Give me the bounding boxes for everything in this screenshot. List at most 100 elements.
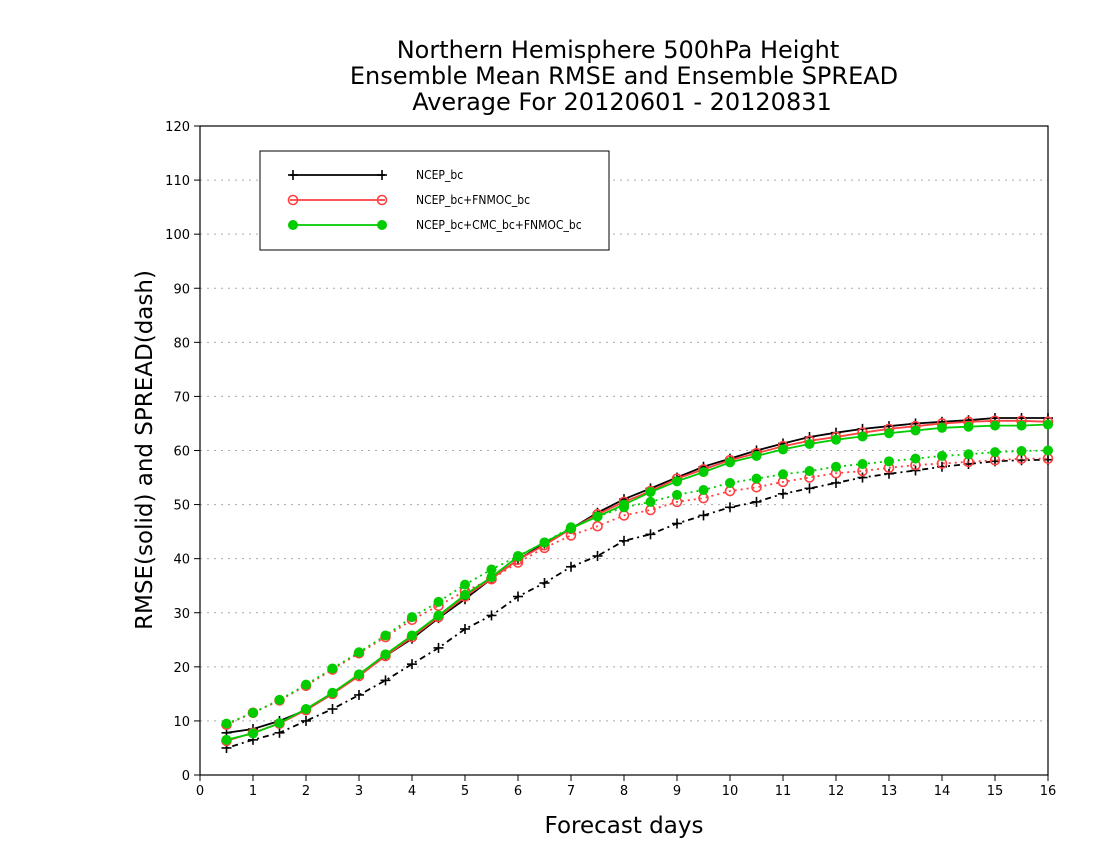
series-0-spread-point-6	[380, 675, 391, 686]
series-2-rmse-point-2	[274, 718, 285, 729]
series-2-rmse-point-10	[486, 572, 497, 583]
series-0-spread-point-21	[778, 488, 788, 499]
series-2-spread-point-26	[910, 453, 921, 464]
series-2-spread-point-25	[884, 456, 894, 467]
series-2-spread-point-30	[1016, 446, 1027, 457]
legend-marker-end-1	[376, 194, 388, 206]
series-0-spread-point-5	[354, 689, 364, 700]
x-tick-label-3: 3	[355, 784, 363, 799]
series-2-spread-point-8	[433, 596, 444, 607]
series-2-spread-point-1	[248, 707, 258, 718]
series-0-spread-point-14	[592, 550, 603, 561]
series-2-rmse-point-19	[725, 457, 735, 468]
legend-label-1: NCEP_bc+FNMOC_bc	[416, 193, 530, 207]
series-2-spread-point-17	[672, 489, 682, 500]
series-2-rmse-point-1	[248, 728, 258, 739]
legend: NCEP_bc NCEP_bc+FNMOC_bc NCEP_bc+CMC_bc+FN…	[259, 150, 610, 251]
legend-marker-start-1	[287, 194, 299, 206]
legend-label-0: NCEP_bc	[416, 168, 463, 182]
series-2-rmse-point-11	[513, 551, 523, 562]
series-2-rmse-point-27	[937, 422, 947, 433]
series-0-spread-point-9	[460, 623, 470, 634]
series-2-rmse-point-17	[672, 476, 682, 487]
series-2-rmse-point-13	[566, 523, 576, 534]
series-layer	[221, 413, 1054, 753]
x-tick-label-12: 12	[828, 784, 845, 799]
series-0-spread-point-24	[857, 472, 868, 483]
series-0-spread-point-23	[831, 477, 841, 488]
series-2-rmse-point-30	[1016, 420, 1027, 431]
legend-marker-end-0	[377, 170, 387, 180]
legend-marker-start-2	[288, 220, 298, 230]
legend-item-0: NCEP_bc	[288, 168, 463, 182]
series-2-spread-point-20	[751, 473, 762, 484]
series-0-spread-point-20	[751, 496, 762, 507]
y-tick-label-80: 80	[173, 336, 190, 351]
y-tick-label-60: 60	[173, 445, 190, 460]
series-2-spread-point-28	[963, 449, 974, 460]
chart-title: Northern Hemisphere 500hPa Height Ensemb…	[350, 36, 898, 116]
series-0-spread-point-19	[725, 502, 735, 513]
series-1-spread-line	[226, 457, 1048, 726]
series-2-spread-point-5	[354, 647, 364, 658]
y-axis-label: RMSE(solid) and SPREAD(dash)	[132, 270, 158, 630]
series-2-spread-point-22	[804, 466, 815, 477]
series-2-spread-point-2	[274, 694, 285, 705]
grid-lines	[200, 179, 1048, 722]
series-2-rmse-point-22	[804, 439, 815, 450]
series-0-rmse-line	[226, 417, 1048, 734]
series-0-spread-point-18	[698, 510, 709, 521]
series-2-spread-point-16	[645, 496, 656, 507]
series-0-spread-point-7	[407, 659, 417, 670]
series-0-spread-point-26	[910, 465, 921, 476]
series-2	[221, 419, 1053, 745]
series-1	[221, 415, 1054, 747]
x-tick-label-13: 13	[881, 784, 898, 799]
series-2-spread-point-29	[990, 447, 1000, 458]
series-2-spread-point-23	[831, 461, 841, 472]
x-tick-label-2: 2	[302, 784, 310, 799]
y-tick-label-70: 70	[173, 390, 190, 405]
x-tick-label-0: 0	[196, 784, 204, 799]
y-tick-label-100: 100	[165, 228, 190, 243]
series-2-spread-point-4	[327, 663, 338, 674]
series-2-rmse-point-24	[857, 431, 868, 442]
chart-title-line-2: Ensemble Mean RMSE and Ensemble SPREAD	[350, 62, 898, 90]
series-0-spread-point-2	[274, 727, 285, 738]
x-tick-label-5: 5	[461, 784, 469, 799]
y-tick-label-120: 120	[165, 120, 190, 135]
series-2-rmse-point-23	[831, 434, 841, 445]
series-2-spread-point-0	[221, 718, 232, 729]
series-2-rmse-point-26	[910, 425, 921, 436]
series-0-spread-point-17	[672, 518, 682, 529]
series-0-spread-point-8	[433, 642, 444, 653]
series-2-rmse-point-8	[433, 610, 444, 621]
series-2-spread-point-27	[937, 450, 947, 461]
y-tick-label-50: 50	[173, 499, 190, 514]
x-tick-label-14: 14	[934, 784, 951, 799]
series-2-rmse-point-16	[645, 487, 656, 498]
series-2-rmse-point-31	[1043, 419, 1053, 430]
series-0-spread-point-4	[327, 704, 338, 715]
x-axis-ticks: 0 1 2 3 4 5 6 7 8 9 10 11 12 13 14 15 16	[196, 775, 1056, 799]
chart-title-line-1: Northern Hemisphere 500hPa Height	[397, 36, 840, 64]
series-2-spread-point-24	[857, 459, 868, 470]
series-2-spread-point-19	[725, 477, 735, 488]
series-2-spread-point-7	[407, 612, 417, 623]
x-tick-label-8: 8	[620, 784, 628, 799]
series-2-rmse-point-9	[460, 589, 470, 600]
series-0	[221, 413, 1053, 753]
y-tick-label-0: 0	[182, 769, 190, 784]
series-0-spread-point-16	[645, 529, 656, 540]
series-2-spread-point-31	[1043, 445, 1053, 456]
y-tick-label-30: 30	[173, 607, 190, 622]
legend-item-1: NCEP_bc+FNMOC_bc	[287, 193, 530, 207]
y-axis-ticks: 0 10 20 30 40 50 60 70 80 90 100 110 120	[165, 120, 200, 784]
series-0-spread-point-10	[486, 610, 497, 621]
series-2-rmse-point-14	[592, 511, 603, 522]
x-tick-label-7: 7	[567, 784, 575, 799]
legend-marker-start-0	[288, 170, 298, 180]
legend-item-2: NCEP_bc+CMC_bc+FNMOC_bc	[288, 218, 582, 232]
legend-label-2: NCEP_bc+CMC_bc+FNMOC_bc	[416, 218, 582, 232]
series-0-spread-point-11	[513, 591, 523, 602]
